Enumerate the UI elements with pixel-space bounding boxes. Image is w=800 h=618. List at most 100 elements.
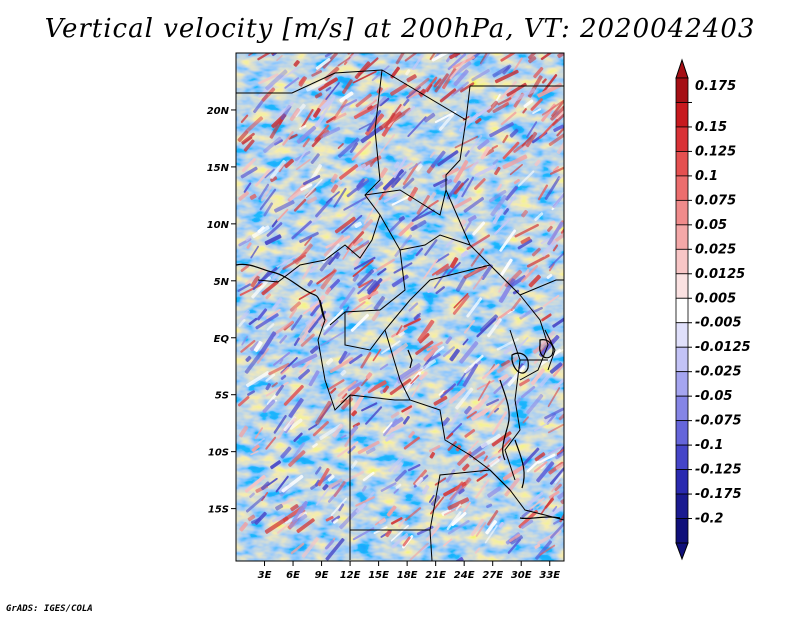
field-streak [314, 92, 323, 99]
field-streak [295, 149, 307, 166]
field-streak [342, 243, 354, 260]
field-streak [394, 469, 407, 482]
colorbar-segment [675, 297, 689, 324]
field-streak [492, 102, 510, 114]
field-streak [405, 69, 411, 76]
field-streak [270, 159, 287, 179]
lat-tick-label: 15N [207, 163, 230, 174]
field-streak [374, 181, 384, 190]
field-streak [281, 474, 304, 493]
field-streak [256, 348, 270, 364]
field-streak [446, 180, 462, 200]
field-streak [415, 477, 424, 486]
field-streak [425, 522, 441, 542]
field-streak [348, 425, 359, 436]
field-streak [299, 124, 307, 130]
field-streak [430, 150, 446, 168]
field-streak [526, 491, 544, 507]
field-streak [538, 334, 560, 357]
field-streak [335, 252, 341, 260]
field-streak [379, 167, 388, 178]
field-streak [324, 66, 340, 81]
field-streak [238, 318, 246, 327]
field-streak [480, 433, 501, 449]
field-streak [509, 533, 521, 543]
field-streak [341, 393, 348, 399]
colorbar-label: 0.175 [695, 79, 736, 94]
field-streak [357, 279, 374, 295]
field-streak [382, 422, 393, 434]
field-streak [296, 518, 315, 534]
field-streak [264, 168, 275, 179]
field-streak [362, 471, 375, 482]
field-streak [486, 100, 499, 113]
field-streak [309, 265, 319, 273]
field-streak [391, 274, 409, 288]
field-streak [451, 191, 464, 210]
field-streak [521, 507, 534, 518]
field-streak [312, 443, 318, 448]
field-streak [520, 519, 534, 529]
field-streak [455, 387, 474, 410]
field-streak [398, 330, 405, 337]
field-streak [500, 359, 510, 367]
field-streak [404, 53, 418, 62]
field-streak [336, 441, 359, 458]
lat-tick-label: EQ [214, 334, 230, 345]
field-streak [398, 221, 414, 237]
field-streak [471, 408, 489, 421]
field-streak [453, 293, 469, 309]
field-streak [280, 446, 292, 459]
field-streak [270, 460, 282, 470]
field-streak [480, 146, 491, 160]
velocity-field [237, 53, 564, 561]
field-streak [437, 150, 459, 167]
field-streak [325, 191, 340, 204]
field-streak [507, 538, 522, 554]
field-streak [244, 267, 266, 286]
field-streak [410, 374, 420, 385]
field-streak [308, 423, 318, 431]
field-streak [270, 176, 278, 183]
field-streak [528, 56, 537, 64]
field-streak [451, 511, 467, 527]
field-streak [489, 457, 500, 467]
field-streak [442, 346, 456, 357]
field-streak [299, 231, 319, 244]
colorbar-label: -0.2 [695, 512, 723, 527]
field-streak [552, 244, 559, 252]
field-streak [547, 424, 564, 434]
colorbar-segment [675, 469, 689, 495]
field-streak [323, 234, 345, 257]
field-streak [317, 468, 330, 487]
field-streak [337, 56, 351, 67]
field-streak [467, 134, 483, 155]
field-streak [423, 258, 439, 280]
field-streak [353, 256, 376, 270]
colorbar-segment [675, 77, 689, 103]
lon-tick-label: 33E [539, 570, 560, 581]
field-streak [556, 138, 564, 154]
field-streak [313, 107, 321, 118]
field-streak [394, 234, 413, 257]
field-streak [465, 440, 479, 456]
field-streak [434, 477, 447, 486]
field-streak [548, 490, 560, 499]
field-streak [454, 481, 464, 491]
field-streak [540, 53, 557, 61]
field-streak [509, 535, 523, 545]
field-streak [325, 538, 345, 561]
field-streak [239, 521, 248, 532]
field-streak [269, 116, 285, 139]
field-streak [389, 378, 412, 396]
field-streak [272, 297, 283, 311]
field-streak [321, 95, 336, 117]
field-streak [534, 212, 544, 221]
field-streak [395, 53, 408, 65]
field-streak [494, 69, 519, 84]
field-streak [526, 121, 538, 138]
field-streak [496, 356, 519, 374]
field-streak [531, 247, 541, 257]
field-streak [546, 273, 553, 279]
field-streak [509, 164, 523, 176]
